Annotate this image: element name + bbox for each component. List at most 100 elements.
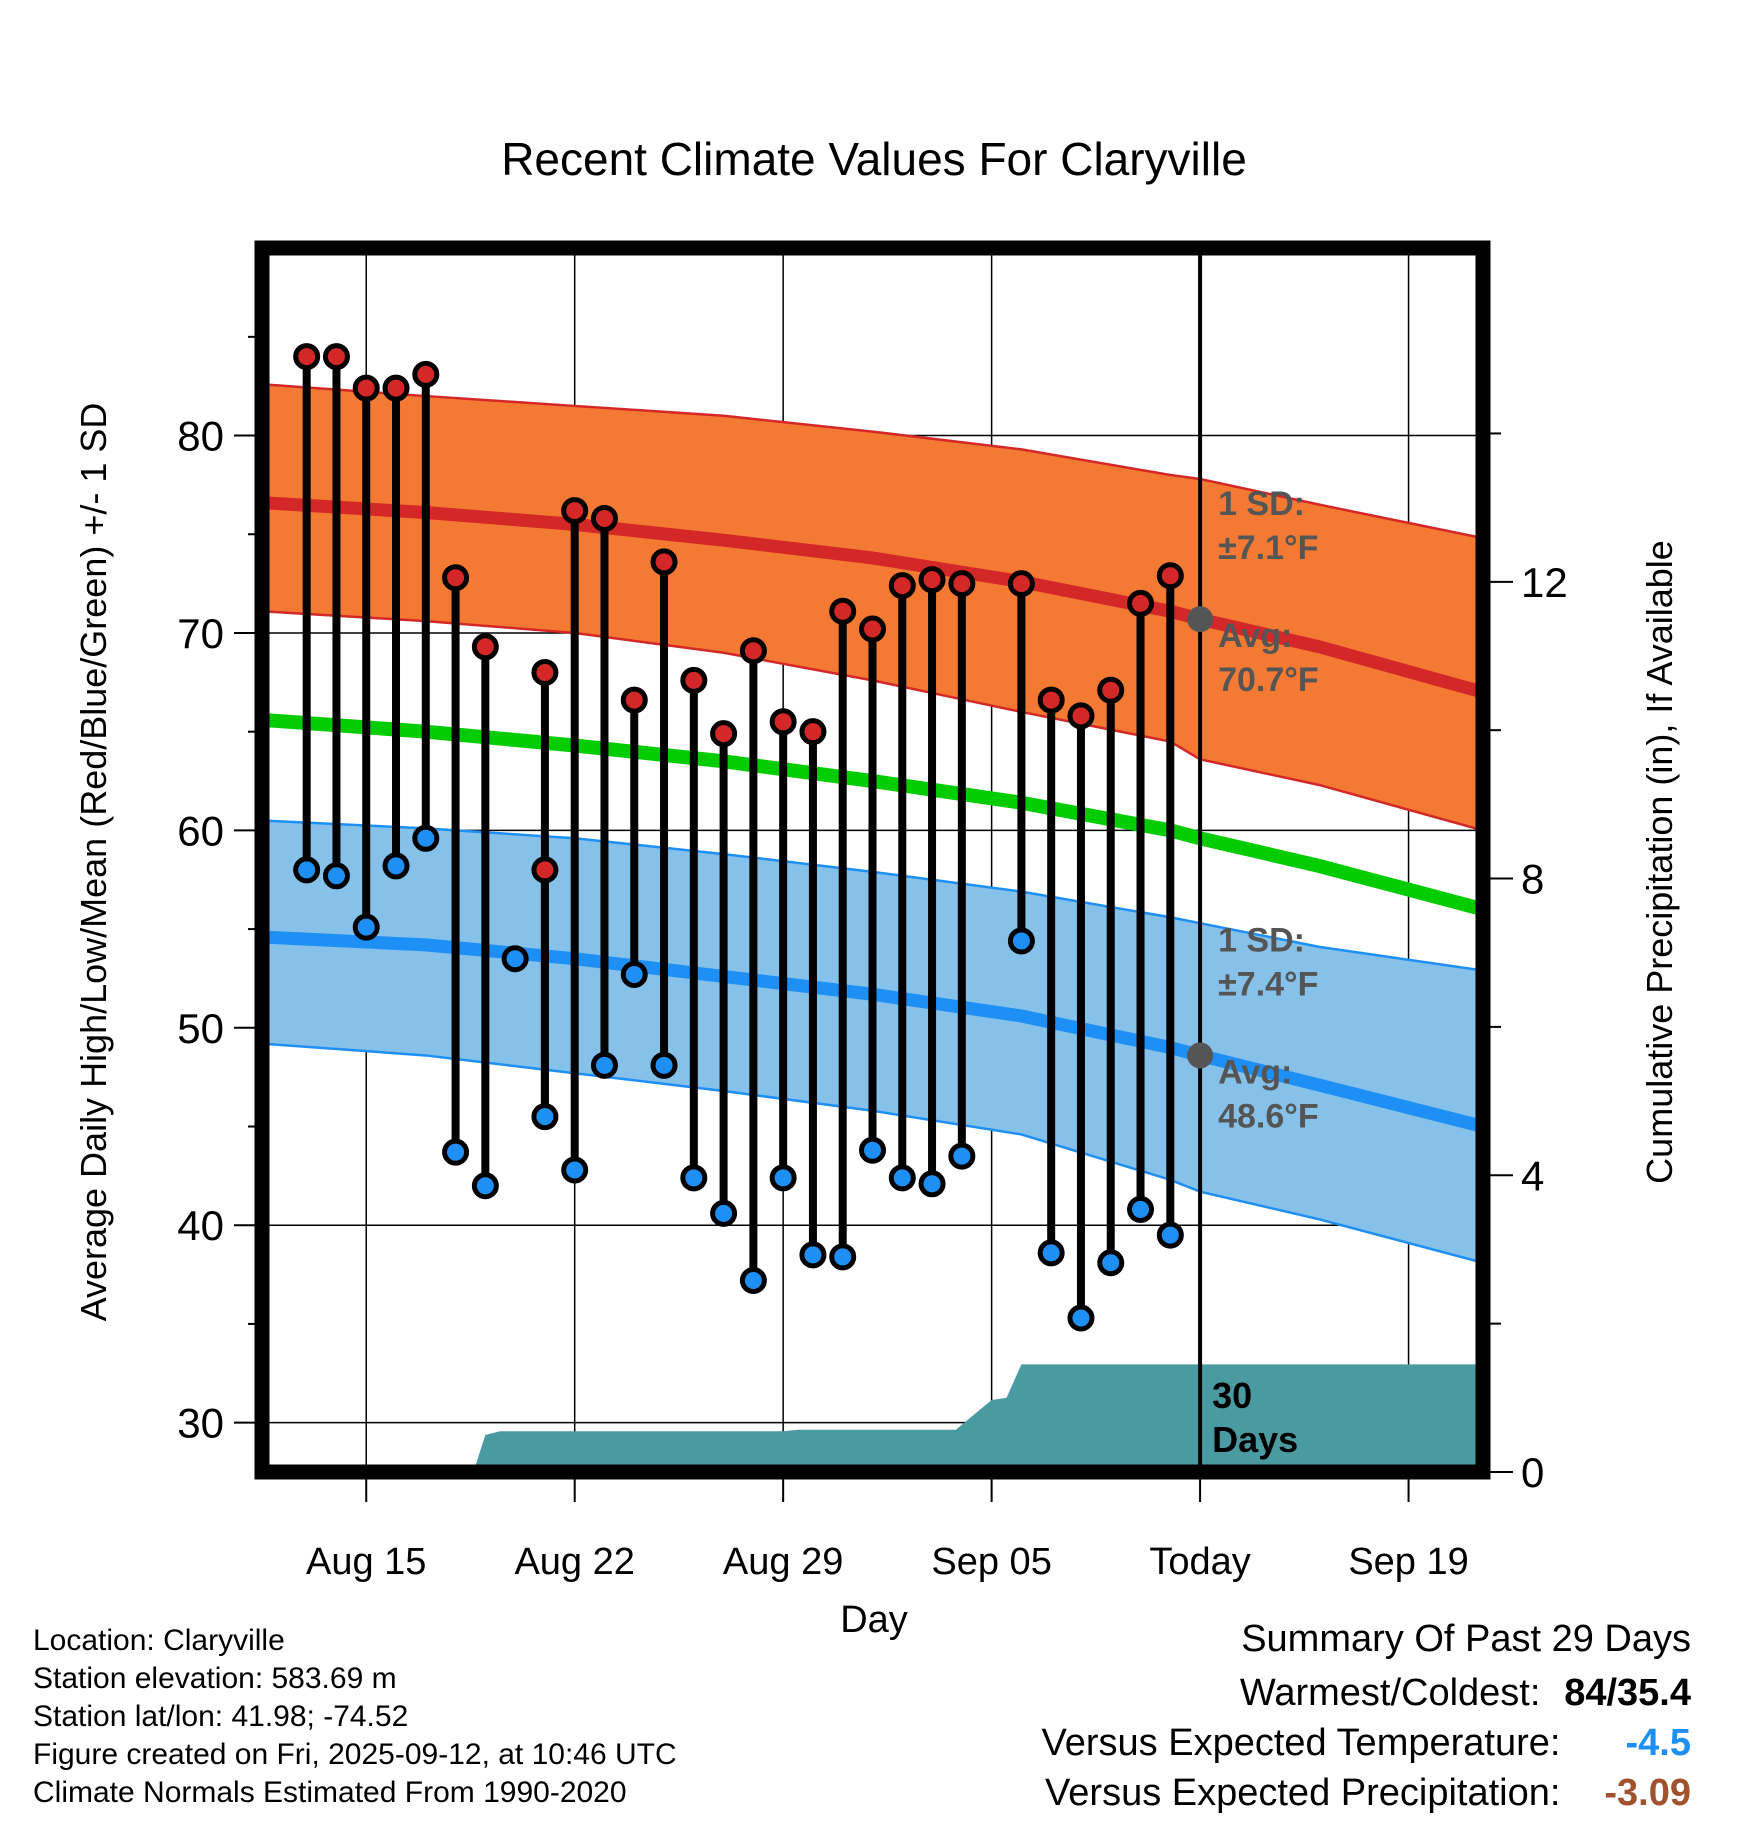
daily-high-point: [620, 686, 648, 714]
high-normal-band: [262, 384, 1483, 831]
daily-low-point: [1097, 1249, 1125, 1277]
daily-high-point: [322, 343, 350, 371]
info-elevation: Station elevation: 583.69 m: [33, 1662, 397, 1695]
normal-low-line: [262, 930, 1483, 1133]
daily-high-point: [561, 497, 589, 525]
daily-low-point: [1037, 1239, 1065, 1267]
info-location: Location: Claryville: [33, 1624, 285, 1657]
info-normals: Climate Normals Estimated From 1990-2020: [33, 1776, 627, 1809]
daily-high-point: [680, 666, 708, 694]
daily-low-point: [888, 1164, 916, 1192]
summary-title: Summary Of Past 29 Days: [1241, 1618, 1691, 1660]
low-band-upper-edge: [262, 819, 1483, 972]
daily-low-point: [382, 852, 410, 880]
low-band-lower-edge: [262, 1042, 1483, 1264]
plot-frame: [254, 240, 1491, 1480]
high-band-upper-edge: [262, 382, 1483, 540]
y-tick-label: 30: [177, 1400, 224, 1447]
y2-tick-label: 12: [1521, 559, 1568, 606]
daily-high-point: [590, 504, 618, 532]
daily-high-point: [1037, 686, 1065, 714]
daily-low-point: [799, 1241, 827, 1269]
y2-tick-label: 0: [1521, 1449, 1544, 1496]
daily-high-point: [471, 633, 499, 661]
daily-high-point: [293, 343, 321, 371]
daily-low-point: [918, 1170, 946, 1198]
normal-high-line: [262, 496, 1483, 699]
info-created: Figure created on Fri, 2025-09-12, at 10…: [33, 1738, 677, 1771]
high-band-lower-edge: [262, 610, 1483, 832]
low-annotation-0: 1 SD:: [1218, 921, 1305, 959]
daily-low-point: [620, 961, 648, 989]
y2-tick-label: 4: [1521, 1152, 1544, 1199]
daily-low-point: [293, 856, 321, 884]
y-tick-label: 70: [177, 610, 224, 657]
summary-temp-value: -4.5: [1625, 1722, 1691, 1764]
daily-high-point: [948, 570, 976, 598]
daily-low-point: [471, 1172, 499, 1200]
chart-title: Recent Climate Values For Claryville: [501, 133, 1247, 185]
plot-area: 1 SD: ±7.1°F Avg: 70.7°F 1 SD: ±7.4°F Avg: 48.6…: [262, 248, 1483, 1472]
x-tick-label: Sep 05: [931, 1541, 1051, 1583]
x-tick-label: Sep 19: [1348, 1541, 1468, 1583]
low-annotation-1: ±7.4°F: [1218, 965, 1318, 1003]
daily-low-point: [769, 1164, 797, 1192]
high-annotation-2: Avg:: [1218, 617, 1292, 655]
summary-warm-cold-value: 84/35.4: [1564, 1672, 1691, 1714]
daily-high-point: [442, 564, 470, 592]
low-annotation-3: 48.6°F: [1218, 1097, 1319, 1135]
summary-row-warm-cold: Warmest/Coldest: 84/35.4: [1240, 1672, 1691, 1715]
y-tick-label: 40: [177, 1202, 224, 1249]
y2-tick-label: 8: [1521, 856, 1544, 903]
y-tick-label: 80: [177, 413, 224, 460]
daily-high-point: [829, 597, 857, 625]
daily-low-point: [1156, 1221, 1184, 1249]
daily-low-point: [680, 1164, 708, 1192]
y-tick-label: 60: [177, 807, 224, 854]
period-label-line: 30: [1212, 1375, 1252, 1416]
daily-low-point: [561, 1156, 589, 1184]
high-annotation-0: 1 SD:: [1218, 485, 1305, 523]
daily-high-point: [1067, 702, 1095, 730]
summary-temp-label: Versus Expected Temperature:: [1041, 1722, 1561, 1764]
x-tick-label: Aug 15: [306, 1541, 426, 1583]
daily-high-point: [918, 566, 946, 594]
info-latlon: Station lat/lon: 41.98; -74.52: [33, 1700, 409, 1733]
low-avg-marker: [1187, 1042, 1214, 1069]
period-label-line: Days: [1212, 1419, 1298, 1460]
precipitation-area: [473, 1364, 1483, 1472]
high-annotation-1: ±7.1°F: [1218, 529, 1318, 567]
daily-low-point: [710, 1199, 738, 1227]
daily-low-point: [442, 1138, 470, 1166]
station-info: Location: Claryville Station elevation: …: [33, 1622, 677, 1812]
daily-low-point: [322, 862, 350, 890]
daily-high-point: [1156, 562, 1184, 590]
daily-high-point: [859, 615, 886, 643]
daily-high-point: [888, 572, 916, 600]
daily-low-point: [1067, 1304, 1095, 1332]
daily-high-point: [1127, 589, 1155, 617]
high-avg-marker: [1187, 606, 1214, 633]
x-tick-label: Aug 22: [514, 1541, 634, 1583]
y-axis-label: Average Daily High/Low/Mean (Red/Blue/Gr…: [73, 403, 114, 1322]
daily-high-point: [412, 360, 440, 388]
daily-high-point: [710, 720, 738, 748]
daily-low-point: [859, 1136, 886, 1164]
x-tick-label: Aug 29: [723, 1541, 843, 1583]
daily-low-point: [590, 1051, 618, 1079]
summary-precip-value: -3.09: [1604, 1772, 1691, 1814]
summary-row-precipitation: Versus Expected Precipitation: -3.09: [1045, 1772, 1691, 1815]
summary-warm-cold-label: Warmest/Coldest:: [1239, 1672, 1541, 1714]
x-axis-label: Day: [840, 1599, 908, 1641]
normal-mean-line: [262, 712, 1483, 917]
daily-low-point: [1127, 1195, 1155, 1223]
daily-low-point: [412, 824, 440, 852]
daily-low-point: [352, 913, 380, 941]
daily-high-point: [650, 548, 678, 576]
daily-high-point: [352, 374, 380, 402]
y-tick-label: 50: [177, 1005, 224, 1052]
daily-low-point: [650, 1051, 678, 1079]
high-annotation-3: 70.7°F: [1218, 661, 1319, 699]
y2-axis-label: Cumulative Precipitation (in), If Availa…: [1639, 540, 1680, 1184]
